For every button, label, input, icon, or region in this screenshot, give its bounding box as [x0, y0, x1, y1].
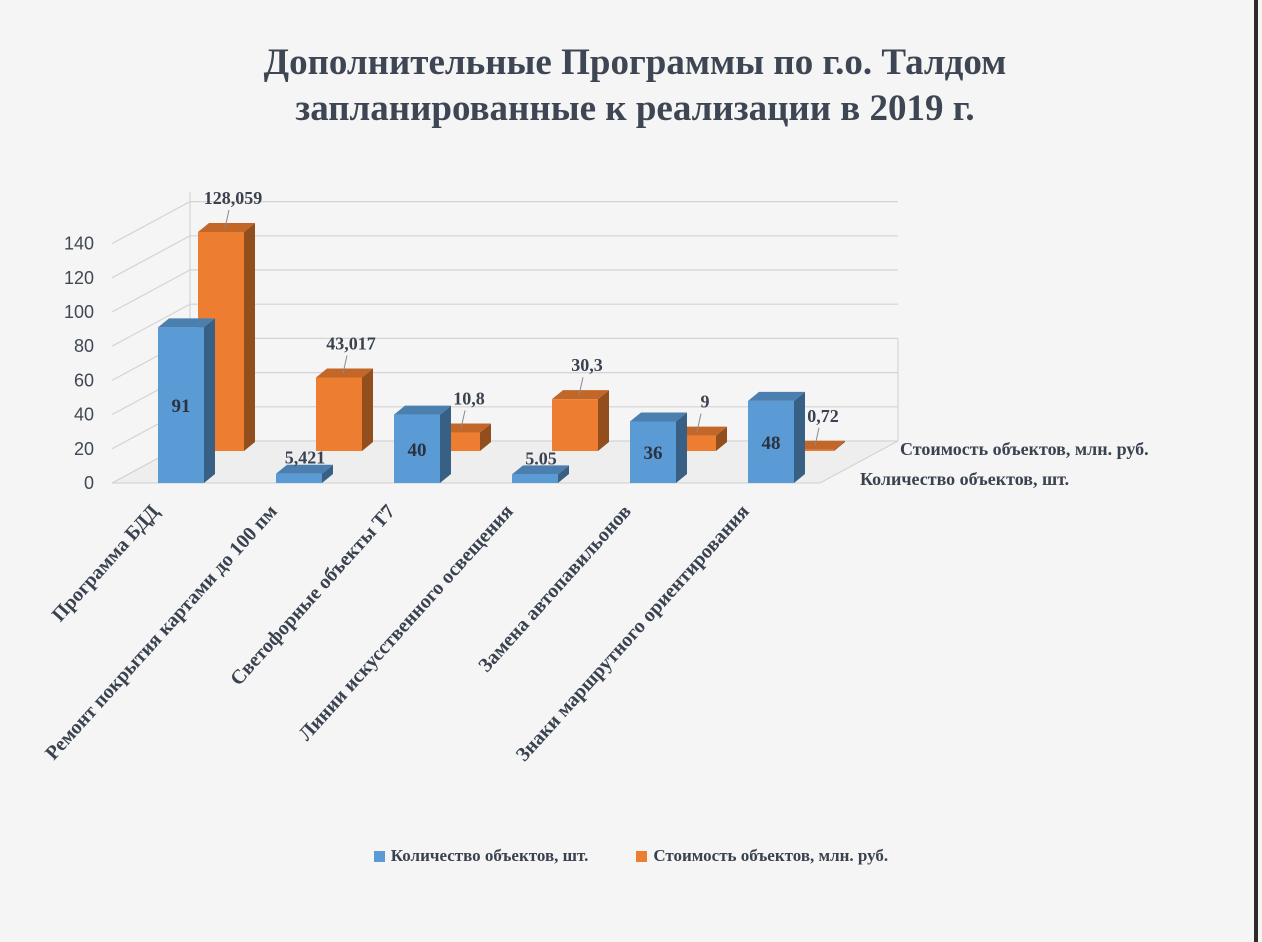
data-label-cost-3: 30,3: [571, 355, 603, 375]
bar-s0-c4-side: [676, 412, 687, 483]
bar-s0-c5-front: [748, 400, 794, 483]
data-label-count-1: 5,421: [285, 448, 326, 468]
data-label-cost-5: 0,72: [807, 406, 839, 426]
bar-s1-c3: [552, 390, 609, 451]
leader-line-cost-4: [696, 413, 702, 432]
bar-s0-c4-front: [630, 421, 676, 483]
bar-s0-c0-front: [158, 327, 204, 483]
data-label-count-2: 40: [408, 440, 427, 461]
bar-s1-c1-top: [316, 368, 373, 378]
bar-s1-c1: [316, 368, 373, 451]
leader-line-cost-5: [814, 427, 820, 446]
bar-s1-c5-front: [788, 449, 834, 451]
bar-s0-c3-top: [512, 465, 569, 475]
bar-s0-c5: [748, 391, 805, 483]
leader-line-cost-0: [224, 209, 230, 229]
data-label-cost-4: 9: [701, 392, 710, 412]
bar-s1-c5-side: [834, 440, 845, 451]
bar-s0-c1: [276, 464, 333, 483]
data-label-count-3: 5.05: [525, 448, 557, 468]
bar-s1-c3-front: [552, 399, 598, 451]
category-label-0: Программа БДД: [48, 500, 164, 626]
bar-s0-c0-side: [204, 318, 215, 483]
bar-s0-c5-side: [794, 391, 805, 483]
y-tick-label-40: 40: [74, 405, 94, 425]
bar-s0-c0: [158, 318, 215, 483]
category-label-5: Знаки маршрутного ориентирования: [512, 500, 754, 765]
y-tick-label-0: 0: [84, 473, 94, 493]
data-label-cost-0: 128,059: [204, 188, 263, 208]
y-tick-label-120: 120: [64, 268, 94, 288]
data-label-cost-2: 10,8: [453, 389, 485, 409]
bar-s0-c3-side: [558, 465, 569, 483]
leader-line-cost-1: [342, 355, 348, 374]
bar-s1-c1-front: [316, 377, 362, 451]
category-label-3: Линии искусственного освещения: [295, 500, 518, 745]
data-label-count-0: 91: [172, 396, 191, 417]
bar-s0-c3: [512, 465, 569, 483]
legend-label-cost: Стоимость объектов, млн. руб.: [653, 846, 889, 865]
bar-s0-c2-front: [394, 414, 440, 483]
data-label-count-4: 36: [644, 443, 663, 464]
chart-title-line-1: Дополнительные Программы по г.о. Талдом: [263, 42, 1007, 83]
leader-line-cost-3: [578, 377, 584, 396]
y-tick-label-20: 20: [74, 439, 94, 459]
bar-s0-c0-top: [158, 318, 215, 328]
legend-label-count: Количество объектов, шт.: [390, 846, 589, 865]
bar-s1-c0-side: [244, 223, 255, 451]
category-label-1: Ремонт покрытия картами до 100 пм: [41, 501, 282, 765]
bar-s0-c1-top: [276, 464, 333, 474]
depth-label-cost: Стоимость объектов, млн. руб.: [900, 439, 1149, 459]
bar-s1-c2-side: [480, 423, 491, 451]
legend-swatch-blue: [373, 850, 385, 862]
y-tick-label-140: 140: [64, 234, 94, 254]
chart-title: Дополнительные Программы по г.о. Талдом …: [0, 40, 1262, 132]
bar-s0-c4-top: [630, 412, 687, 422]
bar-s0-c3-front: [512, 474, 558, 483]
bar-s0-c2-top: [394, 405, 451, 415]
leader-line-cost-2: [460, 410, 466, 429]
legend-item-count: Количество объектов, шт.: [373, 846, 589, 866]
bar-s0-c2: [394, 405, 451, 483]
bar-s0-c2-side: [440, 405, 451, 483]
bar-s0-c1-side: [322, 464, 333, 483]
bar-s0-c4: [630, 412, 687, 483]
bar-s1-c3-side: [598, 390, 609, 451]
chart-title-line-2: запланированные к реализации в 2019 г.: [295, 88, 975, 129]
legend-item-cost: Стоимость объектов, млн. руб.: [636, 846, 888, 866]
y-tick-label-60: 60: [74, 370, 94, 390]
depth-label-count: Количество объектов, шт.: [860, 469, 1069, 489]
bar-s1-c4-side: [716, 426, 727, 451]
bar-layer: [158, 223, 845, 483]
bar-s1-c0-top: [198, 223, 255, 233]
data-label-cost-1: 43,017: [326, 333, 376, 353]
legend: Количество объектов, шт. Стоимость объек…: [0, 846, 1262, 866]
bar-s1-c1-side: [362, 368, 373, 451]
y-tick-label-100: 100: [64, 302, 94, 322]
data-label-count-5: 48: [762, 433, 781, 454]
bar-s0-c5-top: [748, 391, 805, 401]
y-tick-label-80: 80: [74, 336, 94, 356]
frame-right-border: [1254, 0, 1258, 942]
bar-s1-c3-top: [552, 390, 609, 400]
bar-s0-c1-front: [276, 473, 322, 483]
legend-swatch-orange: [636, 850, 648, 862]
